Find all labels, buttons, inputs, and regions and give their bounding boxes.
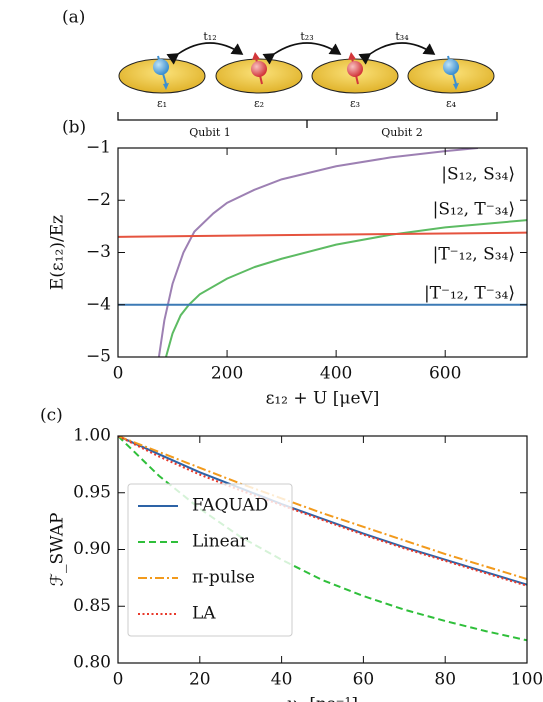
qubit-label: Qubit 1 <box>189 126 231 139</box>
panel-label: (a) <box>62 8 85 28</box>
x-tick-label: 0 <box>113 670 124 690</box>
dot-label: ε₂ <box>254 97 264 110</box>
panel-a: (a) t₁₂ t₂₃ t₃₄ ε₁ ε₂ ε₃ ε₄ Qubit 1 Qubi… <box>62 8 498 139</box>
x-tick-label: 80 <box>434 670 456 690</box>
coupling: t₃₄ <box>395 30 409 43</box>
x-tick-label: 400 <box>320 364 352 384</box>
series-label: |S₁₂, T⁻₃₄⟩ <box>433 200 515 220</box>
legend-label: π-pulse <box>192 568 255 588</box>
x-tick-label: 40 <box>271 670 293 690</box>
legend-label: Linear <box>192 532 249 552</box>
x-tick-label: 100 <box>511 670 543 690</box>
dot-label: ε₄ <box>446 97 457 110</box>
y-axis-label: ℱ_SWAP <box>48 513 68 587</box>
y-tick-label: −2 <box>86 190 111 210</box>
legend-box <box>127 483 293 637</box>
series-label: |S₁₂, S₃₄⟩ <box>441 165 515 185</box>
y-tick-label: −4 <box>86 294 111 314</box>
panel-label: (b) <box>62 118 86 138</box>
series-line <box>157 148 479 357</box>
x-tick-label: 0 <box>113 364 124 384</box>
y-tick-label: −5 <box>86 347 111 367</box>
series-line <box>118 436 527 587</box>
x-tick-label: 20 <box>189 670 211 690</box>
series-label: |T⁻₁₂, S₃₄⟩ <box>433 245 515 265</box>
x-axis-label: ε₁₂ + U [μeV] <box>266 389 380 409</box>
legend-label: LA <box>192 604 216 624</box>
x-tick-label: 200 <box>211 364 243 384</box>
x-tick-label: 600 <box>429 364 461 384</box>
x-axis-label: γ₂ [ns⁻¹] <box>287 695 358 702</box>
qubit-label: Qubit 2 <box>381 126 423 139</box>
coupling: t₁₂ <box>203 30 216 43</box>
dot-label: ε₃ <box>350 97 360 110</box>
y-tick-label: −1 <box>86 138 111 158</box>
series-label: |T⁻₁₂, T⁻₃₄⟩ <box>424 284 515 304</box>
y-tick-label: 0.85 <box>73 596 111 616</box>
qubit-brackets <box>117 112 498 128</box>
legend-label: FAQUAD <box>192 496 268 516</box>
dot-label: ε₁ <box>157 97 167 110</box>
series-line <box>118 436 527 580</box>
spins <box>153 52 459 90</box>
y-tick-label: 0.80 <box>73 653 111 673</box>
y-axis-label: E(ε₁₂)/Eᴢ <box>48 215 68 290</box>
panel-label: (c) <box>40 406 63 426</box>
tunnel-arrows <box>166 42 436 65</box>
coupling: t₂₃ <box>300 30 313 43</box>
y-tick-label: −3 <box>86 242 111 262</box>
y-tick-label: 1.00 <box>73 426 111 446</box>
x-tick-label: 60 <box>353 670 375 690</box>
y-tick-label: 0.90 <box>73 539 111 559</box>
series-line <box>118 436 527 586</box>
y-tick-label: 0.95 <box>73 482 111 502</box>
series-line <box>118 231 527 238</box>
dot <box>118 58 206 94</box>
